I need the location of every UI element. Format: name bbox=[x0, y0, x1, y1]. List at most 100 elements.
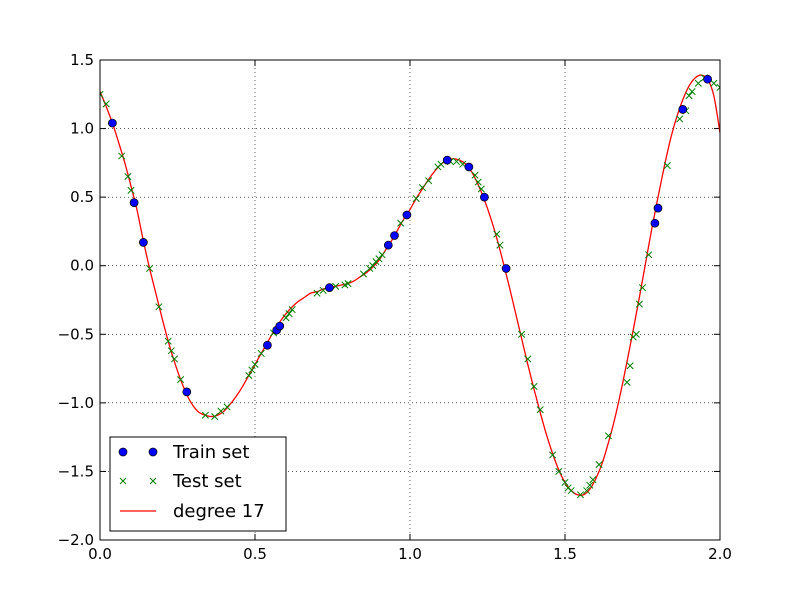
test-point bbox=[170, 355, 178, 363]
test-point bbox=[167, 347, 175, 355]
grid-lines bbox=[100, 60, 720, 540]
test-point bbox=[146, 264, 154, 273]
test-point bbox=[378, 251, 386, 259]
y-tick-label: 1.0 bbox=[70, 120, 94, 138]
test-point bbox=[638, 284, 647, 292]
test-point bbox=[288, 306, 296, 314]
test-point bbox=[567, 487, 575, 495]
test-point bbox=[164, 337, 172, 345]
test-point bbox=[623, 378, 631, 386]
test-point bbox=[524, 355, 532, 363]
test-point bbox=[223, 403, 231, 411]
train-point bbox=[325, 283, 334, 293]
test-point bbox=[474, 178, 482, 186]
test-point bbox=[412, 194, 420, 203]
test-point bbox=[124, 173, 132, 181]
test-point bbox=[632, 330, 640, 338]
test-point bbox=[595, 461, 603, 469]
test-point bbox=[102, 100, 110, 108]
test-point bbox=[248, 366, 256, 374]
test-point bbox=[344, 279, 352, 288]
test-point bbox=[471, 171, 479, 179]
legend-train-marker bbox=[118, 447, 158, 457]
test-point bbox=[549, 451, 557, 459]
train-point bbox=[650, 218, 660, 228]
test-point bbox=[626, 362, 634, 370]
test-point bbox=[645, 251, 653, 259]
test-point bbox=[313, 289, 321, 297]
test-point bbox=[282, 314, 290, 322]
test-point bbox=[493, 230, 501, 238]
test-point bbox=[555, 467, 563, 475]
test-points-layer bbox=[100, 74, 720, 499]
train-point bbox=[383, 240, 393, 250]
train-point bbox=[501, 264, 511, 273]
test-point bbox=[418, 183, 426, 192]
test-point bbox=[663, 162, 671, 170]
train-point bbox=[390, 231, 399, 240]
test-point bbox=[177, 375, 185, 384]
test-point bbox=[245, 371, 253, 379]
test-point bbox=[211, 413, 219, 421]
test-point bbox=[676, 115, 684, 123]
test-point bbox=[710, 79, 718, 87]
test-point bbox=[576, 491, 585, 499]
legend-test-marker bbox=[119, 477, 157, 485]
test-point bbox=[530, 382, 538, 390]
test-point bbox=[716, 83, 720, 91]
y-tick-label: 0.0 bbox=[70, 257, 94, 275]
legend-box bbox=[109, 436, 287, 532]
test-point bbox=[257, 349, 265, 358]
test-point bbox=[437, 160, 445, 168]
train-point bbox=[464, 162, 474, 172]
test-point bbox=[561, 478, 569, 486]
train-point bbox=[108, 118, 117, 128]
x-tick-label: 2.0 bbox=[708, 545, 732, 563]
test-point bbox=[285, 310, 293, 318]
fit-curve-layer bbox=[100, 74, 720, 496]
y-tick-label: −1.5 bbox=[58, 462, 94, 480]
test-point bbox=[425, 177, 433, 185]
x-tick-label: 1.0 bbox=[398, 545, 422, 563]
test-point bbox=[694, 79, 702, 87]
train-point bbox=[653, 203, 663, 213]
test-point bbox=[589, 476, 597, 484]
test-point bbox=[688, 87, 696, 96]
train-point bbox=[139, 238, 148, 247]
test-point bbox=[496, 241, 504, 249]
test-point bbox=[685, 92, 693, 100]
y-tick-label: 1.5 bbox=[70, 51, 94, 69]
test-point bbox=[586, 481, 594, 489]
test-point bbox=[100, 90, 104, 98]
test-point bbox=[155, 303, 163, 311]
y-tick-label: −2.0 bbox=[58, 531, 94, 549]
test-point bbox=[127, 186, 135, 194]
test-point bbox=[369, 262, 377, 270]
test-point bbox=[536, 406, 544, 414]
test-point bbox=[397, 219, 405, 227]
fit-curve-degree-17 bbox=[100, 74, 720, 496]
train-point bbox=[402, 210, 412, 220]
train-point bbox=[182, 387, 192, 397]
x-tick-label: 0.0 bbox=[88, 545, 112, 563]
plot-frame bbox=[99, 59, 721, 541]
x-tick-label: 0.5 bbox=[243, 545, 267, 563]
train-point bbox=[678, 105, 688, 114]
test-point bbox=[604, 432, 612, 440]
test-point bbox=[477, 185, 485, 193]
test-point bbox=[359, 270, 368, 278]
legend-label-train: Train set bbox=[172, 442, 249, 463]
test-point bbox=[201, 411, 209, 419]
test-point bbox=[583, 487, 591, 495]
train-point bbox=[442, 155, 452, 165]
x-tick-label: 1.5 bbox=[553, 545, 577, 563]
test-point bbox=[375, 255, 383, 263]
y-tick-label: 0.5 bbox=[70, 188, 94, 206]
legend-label-fit: degree 17 bbox=[173, 501, 265, 522]
test-point bbox=[635, 300, 643, 308]
y-tick-label: −0.5 bbox=[58, 325, 94, 343]
y-tick-label: −1.0 bbox=[58, 394, 94, 412]
tick-labels: 0.0 0.5 1.0 1.5 2.0 −2.0 −1.5 −1.0 −0.5 0.0 0.5 1.0… bbox=[58, 51, 732, 563]
test-point bbox=[452, 157, 461, 166]
